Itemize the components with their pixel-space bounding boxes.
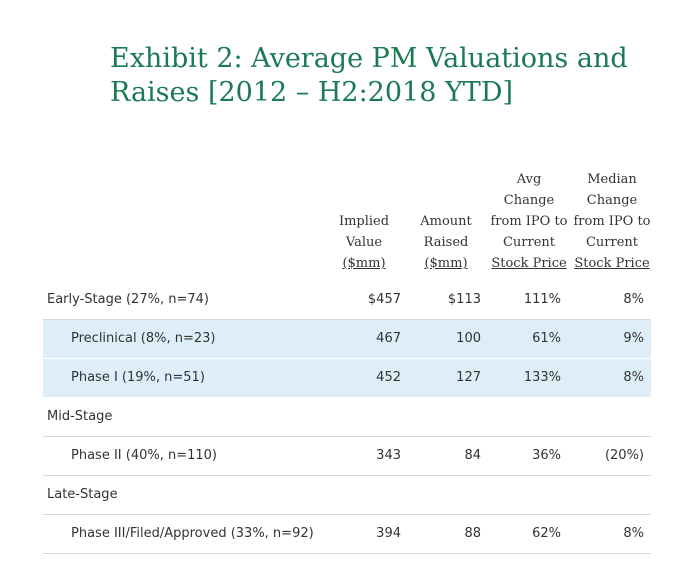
row-label: Preclinical (8%, n=23) [71,331,216,346]
exhibit-title: Exhibit 2: Average PM Valuations and Rai… [110,42,670,110]
table-row-phase-iii: Phase III/Filed/Approved (33%, n=92) 394… [43,515,651,554]
row-label: Mid-Stage [47,409,113,424]
table-row-mid-stage: Mid-Stage [43,398,651,437]
header-implied-value: Implied Value ($mm) [338,214,390,271]
header-amount-raised: Amount Raised ($mm) [420,214,472,271]
cell-median-change: 9% [623,331,644,346]
cell-amount-raised: 88 [464,526,481,541]
cell-avg-change: 61% [532,331,561,346]
cell-median-change: 8% [623,526,644,541]
table-row-late-stage: Late-Stage [43,476,651,515]
valuation-table: Early-Stage (27%, n=74) $457 $113 111% 8… [43,281,651,554]
cell-implied-value: $457 [367,292,401,307]
cell-implied-value: 467 [376,331,401,346]
header-avg-change: Avg Change from IPO to Current Stock Pri… [490,172,568,271]
row-label: Phase I (19%, n=51) [71,370,205,385]
cell-implied-value: 394 [376,526,401,541]
cell-avg-change: 62% [532,526,561,541]
cell-amount-raised: $113 [447,292,481,307]
table-row-early-stage: Early-Stage (27%, n=74) $457 $113 111% 8… [43,281,651,320]
title-line-2: Raises [2012 – H2:2018 YTD] [110,77,513,108]
cell-median-change: 8% [623,370,644,385]
header-median-change: Median Change from IPO to Current Stock … [573,172,651,271]
cell-avg-change: 111% [523,292,561,307]
cell-median-change: 8% [623,292,644,307]
row-label: Phase III/Filed/Approved (33%, n=92) [71,526,314,541]
cell-amount-raised: 84 [464,448,481,463]
cell-avg-change: 36% [532,448,561,463]
table-row-phase-ii: Phase II (40%, n=110) 343 84 36% (20%) [43,437,651,476]
cell-avg-change: 133% [523,370,561,385]
row-label: Early-Stage (27%, n=74) [47,292,209,307]
row-label: Late-Stage [47,487,118,502]
cell-median-change: (20%) [604,448,644,463]
cell-amount-raised: 127 [456,370,481,385]
cell-amount-raised: 100 [456,331,481,346]
table-row-preclinical: Preclinical (8%, n=23) 467 100 61% 9% [43,320,651,359]
title-line-1: Exhibit 2: Average PM Valuations and [110,43,628,74]
cell-implied-value: 452 [376,370,401,385]
row-label: Phase II (40%, n=110) [71,448,217,463]
table-row-phase-i: Phase I (19%, n=51) 452 127 133% 8% [43,359,651,398]
cell-implied-value: 343 [376,448,401,463]
